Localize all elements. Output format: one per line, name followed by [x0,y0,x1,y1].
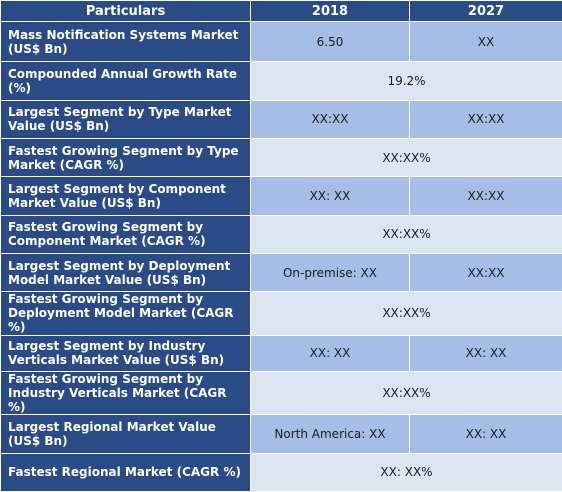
row-label: Mass Notification Systems Market (US$ Bn… [0,20,251,63]
row-label: Fastest Regional Market (CAGR %) [0,452,251,492]
row-label: Fastest Growing Segment by Type Market (… [0,137,251,178]
row-value-merged: XX:XX% [250,137,562,178]
row-label: Largest Segment by Deployment Model Mark… [0,252,251,293]
table-row: Mass Notification Systems Market (US$ Bn… [0,20,562,63]
row-label: Largest Segment by Type Market Value (US… [0,99,251,139]
table-row: Largest Segment by Deployment Model Mark… [0,252,562,293]
table-body: Mass Notification Systems Market (US$ Bn… [0,20,562,492]
table-row: Fastest Growing Segment by Type Market (… [0,137,562,178]
row-label: Largest Segment by Component Market Valu… [0,176,251,216]
row-value-merged: XX: XX% [250,452,562,492]
header-2018: 2018 [250,0,410,22]
row-value-2018: North America: XX [250,414,410,454]
row-label: Largest Segment by Industry Verticals Ma… [0,334,251,372]
table-row: Fastest Growing Segment by Deployment Mo… [0,291,562,336]
row-value-2027: XX:XX [409,176,562,216]
header-particulars: Particulars [0,0,251,22]
header-row: Particulars 2018 2027 [0,0,562,22]
row-value-2027: XX:XX [409,252,562,293]
table-row: Compounded Annual Growth Rate (%) 19.2% [0,61,562,101]
table-row: Largest Segment by Type Market Value (US… [0,99,562,139]
row-label: Compounded Annual Growth Rate (%) [0,61,251,101]
row-value-2018: XX: XX [250,334,410,372]
table-row: Largest Regional Market Value (US$ Bn) No… [0,414,562,454]
row-value-2018: XX:XX [250,99,410,139]
row-value-2018: XX: XX [250,176,410,216]
row-value-merged: XX:XX% [250,291,562,336]
table-row: Fastest Growing Segment by Component Mar… [0,214,562,254]
table-row: Largest Segment by Component Market Valu… [0,176,562,216]
table-row: Fastest Growing Segment by Industry Vert… [0,370,562,416]
row-value-2027: XX [409,20,562,63]
row-value-2027: XX: XX [409,334,562,372]
header-2027: 2027 [409,0,562,22]
row-label: Fastest Growing Segment by Component Mar… [0,214,251,254]
row-label: Largest Regional Market Value (US$ Bn) [0,414,251,454]
row-value-2018: 6.50 [250,20,410,63]
row-value-2027: XX:XX [409,99,562,139]
row-value-merged: 19.2% [250,61,562,101]
row-value-2027: XX: XX [409,414,562,454]
row-value-2018: On-premise: XX [250,252,410,293]
row-label: Fastest Growing Segment by Deployment Mo… [0,291,251,336]
row-value-merged: XX:XX% [250,370,562,416]
table-row: Largest Segment by Industry Verticals Ma… [0,334,562,372]
row-value-merged: XX:XX% [250,214,562,254]
row-label: Fastest Growing Segment by Industry Vert… [0,370,251,416]
table-row: Fastest Regional Market (CAGR %) XX: XX% [0,452,562,492]
